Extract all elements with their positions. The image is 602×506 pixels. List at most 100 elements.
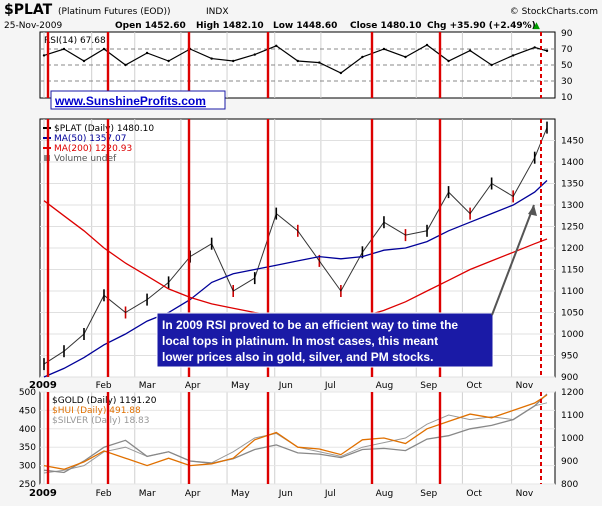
rsi-point — [82, 59, 86, 63]
comparison-tick-labels: 500 450 400 350 300 250 1200 1100 1000 900 800 — [19, 388, 584, 490]
price-tick-label: 1250 — [561, 223, 584, 233]
comparison-layer — [43, 393, 548, 474]
rsi-point — [382, 47, 386, 51]
rsi-tick-label: 70 — [561, 45, 573, 55]
annotation-arrowhead — [528, 205, 537, 216]
open-value: Open 1452.60 — [115, 21, 186, 31]
rsi-point — [511, 54, 515, 57]
month-label: Aug — [376, 381, 394, 391]
rsi-point — [296, 59, 300, 63]
comparison-left-tick: 350 — [19, 443, 36, 453]
comparison-legend-entry: $GOLD (Daily) 1191.20 — [52, 396, 157, 406]
price-tick-label: 1200 — [561, 244, 584, 254]
annotation-line-1: In 2009 RSI proved to be an efficient wa… — [162, 318, 458, 332]
gold-line — [43, 393, 548, 474]
price-line — [43, 127, 548, 365]
month-label: Feb — [96, 489, 112, 499]
price-tick-label: 950 — [561, 352, 578, 362]
month-label: Nov — [516, 381, 534, 391]
high-value: High 1482.10 — [196, 21, 264, 31]
annotation-box — [156, 312, 494, 368]
symbol-description: (Platinum Futures (EOD)) — [58, 7, 170, 17]
close-value: Close 1480.10 — [350, 21, 421, 31]
stockcharts-credit: © StockCharts.com — [510, 7, 598, 17]
price-tick-label: 1400 — [561, 158, 584, 168]
price-tick-label: 1050 — [561, 309, 584, 319]
month-label: Mar — [139, 489, 156, 499]
watermark-box — [50, 90, 226, 110]
price-legend-entry: Volume undef — [54, 154, 117, 164]
rsi-point — [102, 47, 106, 51]
change-value: Chg +35.90 (+2.49%) — [427, 21, 536, 31]
hui-line — [43, 394, 548, 470]
change-up-icon: ▲ — [533, 21, 540, 31]
month-labels: 2009 2009 Feb Feb Mar Mar Apr Apr May May Jun Jun Ju… — [29, 380, 534, 499]
comparison-legend-entry: $HUI (Daily) 491.88 — [52, 406, 141, 416]
annotation-line-3: lower prices also in gold, silver, and P… — [162, 350, 433, 364]
month-label: Apr — [185, 489, 201, 499]
price-legend-entry: MA(50) 1357.07 — [54, 134, 126, 144]
month-label: Aug — [376, 489, 394, 499]
rsi-point — [404, 55, 407, 59]
comparison-right-tick: 1000 — [561, 434, 584, 444]
rsi-point — [232, 59, 235, 63]
rsi-label: RSI(14) 67.68 — [44, 36, 106, 46]
rsi-point — [490, 63, 493, 67]
symbol-title: $PLAT — [4, 2, 53, 18]
price-tick-label: 1450 — [561, 137, 584, 147]
comparison-left-tick: 300 — [19, 462, 36, 472]
rsi-point — [253, 53, 256, 56]
rsi-point — [145, 51, 149, 55]
rsi-point — [210, 57, 213, 60]
ma50-line — [43, 180, 548, 378]
comparison-legend-entry: $SILVER (Daily) 18.83 — [52, 416, 150, 426]
month-label: Jun — [278, 489, 293, 499]
month-label: Jun — [278, 381, 293, 391]
month-label: May — [231, 381, 250, 391]
month-label: Oct — [466, 489, 482, 499]
comparison-left-tick: 250 — [19, 480, 36, 490]
month-label: Nov — [516, 489, 534, 499]
month-label: May — [231, 489, 250, 499]
sunshineprofits-link[interactable]: www.SunshineProfits.com — [54, 94, 206, 108]
month-label: Sep — [420, 489, 437, 499]
month-label: 2009 — [29, 488, 57, 499]
rsi-point — [167, 59, 170, 63]
rsi-point — [468, 49, 472, 52]
comparison-right-tick: 900 — [561, 457, 578, 467]
rsi-tick-label: 30 — [561, 77, 573, 87]
rsi-tick-labels: 90 70 50 30 10 — [561, 29, 573, 103]
comparison-legend: $GOLD (Daily) 1191.20$HUI (Daily) 491.88… — [52, 396, 157, 426]
rsi-tick-label: 90 — [561, 29, 573, 39]
low-value: Low 1448.60 — [273, 21, 337, 31]
rsi-point — [361, 55, 364, 59]
comparison-right-tick: 1200 — [561, 388, 584, 398]
rsi-point — [275, 44, 278, 47]
month-label: Sep — [420, 381, 437, 391]
comparison-left-tick: 500 — [19, 388, 36, 398]
annotation-arrow — [491, 204, 535, 316]
comparison-right-tick: 800 — [561, 480, 578, 490]
rsi-point — [318, 61, 321, 64]
comparison-left-tick: 400 — [19, 425, 36, 435]
comparison-right-tick: 1100 — [561, 411, 584, 421]
rsi-point — [339, 71, 343, 75]
price-tick-label: 1300 — [561, 201, 584, 211]
price-tick-label: 1000 — [561, 330, 584, 340]
month-label: 2009 — [29, 380, 57, 391]
rsi-tick-label: 10 — [561, 93, 573, 103]
price-tick-label: 900 — [561, 373, 578, 383]
rsi-point — [545, 49, 549, 53]
rsi-point — [533, 46, 536, 49]
month-label: Mar — [139, 381, 156, 391]
price-legend-entry: $PLAT (Daily) 1480.10 — [54, 124, 154, 134]
rsi-point — [62, 47, 66, 51]
price-tick-label: 1350 — [561, 180, 584, 190]
price-layer — [43, 121, 548, 378]
month-label: Oct — [466, 381, 482, 391]
price-legend-entry: MA(200) 1220.93 — [54, 144, 132, 154]
comparison-left-tick: 450 — [19, 406, 36, 416]
rsi-top-markers — [46, 32, 542, 484]
